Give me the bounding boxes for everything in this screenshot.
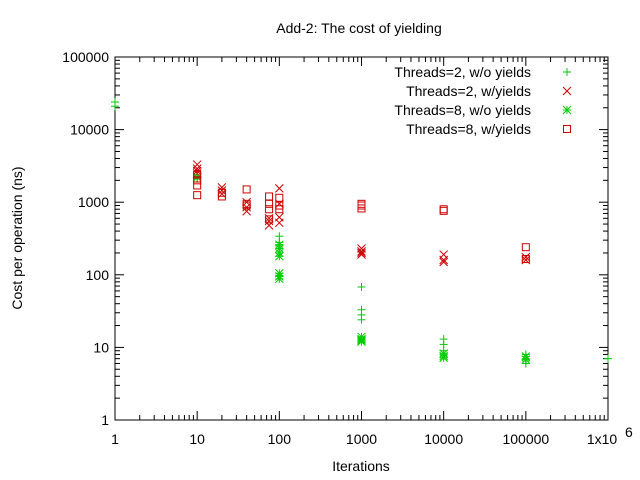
data-point	[604, 354, 612, 363]
data-point	[357, 247, 366, 256]
data-point	[274, 251, 284, 261]
x-axis: 1 10 100 1000 10000 100000 1x10 6	[111, 57, 633, 447]
data-point	[439, 353, 449, 363]
y-tick-label: 1	[101, 412, 109, 428]
data-point	[521, 255, 530, 264]
data-point	[274, 218, 284, 228]
data-point	[242, 206, 251, 216]
y-tick-label: 1000	[78, 194, 109, 210]
y-tick-label: 100000	[62, 49, 109, 65]
legend-marker	[563, 125, 571, 133]
data-point	[242, 199, 251, 208]
x-tick-exponent: 6	[625, 424, 633, 440]
data-point	[193, 176, 202, 185]
x-tick-label: 100	[268, 431, 292, 447]
data-point	[521, 243, 530, 252]
data-point	[275, 205, 284, 214]
legend-label: Threads=2, w/yields	[406, 83, 531, 99]
data-point	[274, 274, 284, 284]
series-4	[193, 170, 530, 264]
plot-frame	[114, 56, 609, 421]
legend-marker	[562, 86, 572, 96]
legend-label: Threads=8, w/o yields	[394, 102, 531, 118]
data-point	[265, 199, 274, 208]
x-tick-label: 10	[189, 431, 205, 447]
y-tick-label: 10000	[70, 122, 109, 138]
x-tick-label: 1x10	[587, 431, 618, 447]
x-tick-label: 10000	[424, 431, 463, 447]
data-point	[111, 97, 119, 106]
data-point	[265, 205, 274, 214]
legend-label: Threads=2, w/o yields	[394, 64, 531, 80]
data-point	[439, 205, 448, 214]
data-points	[111, 97, 612, 368]
data-point	[357, 248, 366, 258]
data-point	[357, 201, 366, 210]
data-point	[217, 188, 226, 197]
y-axis: 1 10 100 1000 10000 100000	[62, 49, 608, 428]
data-point	[357, 315, 366, 324]
data-point	[217, 183, 227, 192]
data-point	[357, 199, 366, 208]
data-point	[274, 244, 284, 253]
data-point	[521, 355, 531, 364]
y-axis-label: Cost per operation (ns)	[9, 166, 25, 309]
data-point	[521, 252, 531, 262]
x-tick-label: 1000	[346, 431, 377, 447]
series-3	[192, 172, 531, 364]
data-point	[265, 192, 274, 201]
data-point	[357, 250, 366, 259]
data-point	[265, 215, 274, 224]
data-point	[242, 185, 251, 194]
legend-marker	[563, 68, 571, 76]
legend-marker	[562, 105, 572, 115]
legend: Threads=2, w/o yields Threads=2, w/yields…	[394, 64, 572, 137]
data-point	[264, 216, 274, 226]
data-point	[242, 201, 251, 210]
series-2	[192, 160, 531, 267]
y-tick-label: 10	[93, 339, 109, 355]
data-point	[439, 206, 448, 215]
x-tick-label: 100000	[502, 431, 549, 447]
data-point	[357, 282, 366, 291]
data-point	[193, 181, 202, 190]
legend-label: Threads=8, w/yields	[406, 121, 531, 137]
data-point	[193, 191, 202, 200]
data-point	[275, 193, 284, 202]
data-point	[357, 337, 366, 347]
data-point	[357, 204, 366, 213]
x-axis-label: Iterations	[332, 458, 390, 474]
data-point	[274, 184, 284, 193]
chart-title: Add-2: The cost of yielding	[276, 20, 442, 36]
data-point	[193, 170, 202, 179]
x-tick-label: 1	[111, 431, 119, 447]
data-point	[192, 160, 202, 169]
data-point	[439, 255, 449, 265]
series-1	[111, 97, 612, 368]
data-point	[439, 257, 449, 267]
y-tick-label: 100	[86, 267, 110, 283]
